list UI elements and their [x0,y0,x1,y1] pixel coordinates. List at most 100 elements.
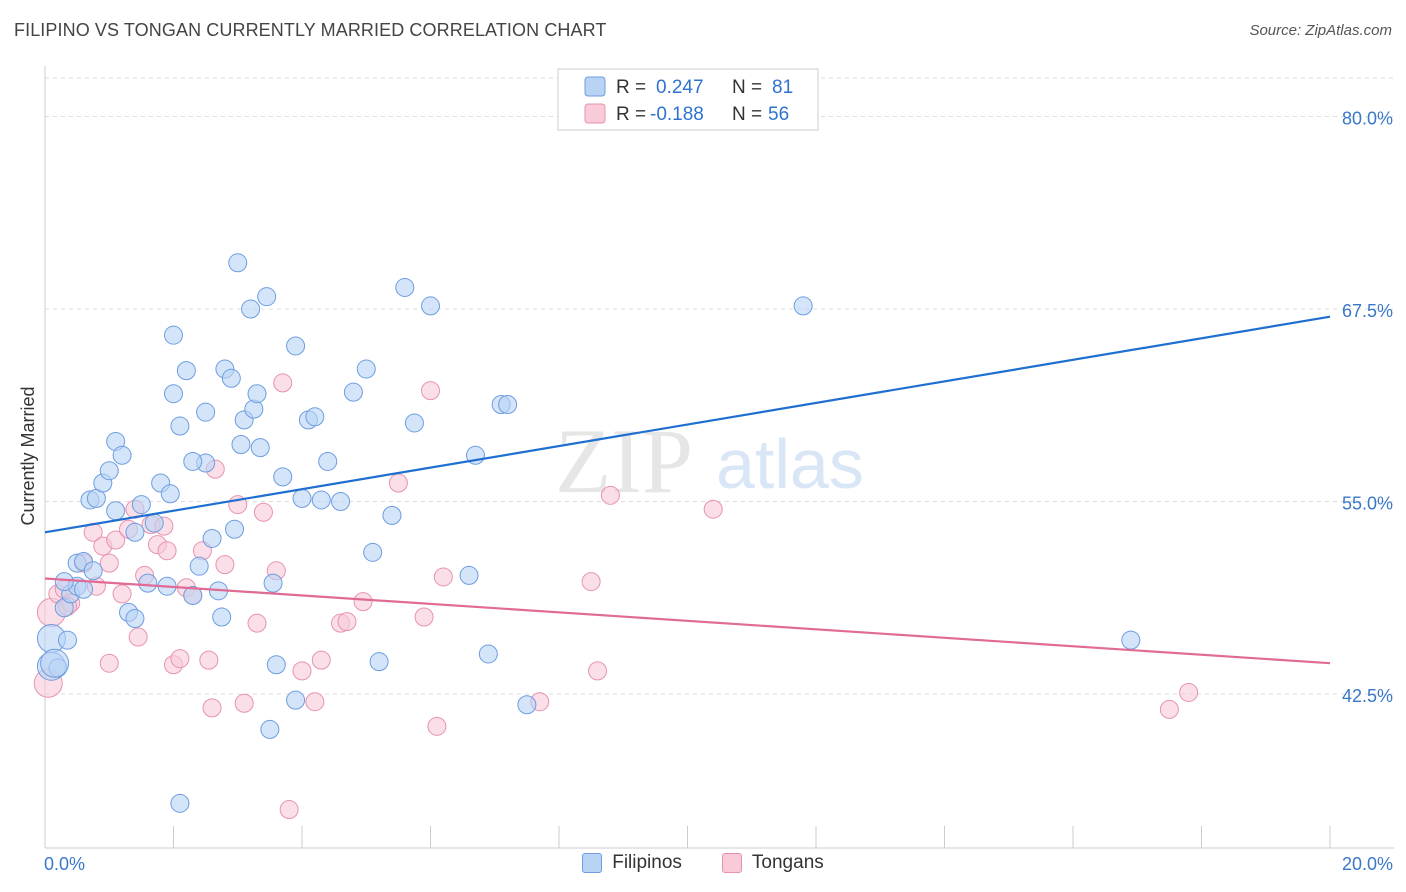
source-label: Source: ZipAtlas.com [1249,22,1392,39]
tongans-point [234,693,254,713]
legend-r-value-2: -0.188 [650,104,704,125]
bottom-legend: Filipinos Tongans [0,852,1406,874]
filipinos-point [183,585,203,605]
filipinos-point [273,467,293,487]
y-tick-label: 55.0% [1342,494,1393,514]
watermark-atlas: atlas [716,425,864,503]
tongans-point [421,381,440,401]
filipinos-point [54,572,74,592]
filipinos-point [286,690,306,710]
filipinos-point [160,484,180,504]
tongans-point [311,650,331,670]
filipinos-trend-line [44,315,1331,534]
legend-n-label-2: N = [732,104,762,125]
tongans-label: Tongans [751,852,824,873]
tongans-point [202,698,222,718]
tongans-point [1179,682,1199,702]
filipinos-point [40,648,70,678]
filipinos-point [112,445,132,465]
y-tick-label: 42.5% [1342,686,1393,706]
tongans-point [1159,699,1179,719]
tongans-point [112,584,132,604]
filipinos-point [164,325,183,345]
filipinos-point [241,299,261,319]
tongans-point [600,485,620,505]
y-tick-label: 80.0% [1342,109,1393,129]
tongans-point [215,555,235,575]
filipinos-point [404,413,424,433]
filipinos-swatch [582,853,603,873]
filipinos-points [36,253,1141,813]
filipinos-point [57,630,77,650]
filipinos-point [138,573,158,593]
tongans-point [273,373,293,393]
legend-swatch-filipinos [584,76,606,97]
tongans-point [170,649,190,669]
tongans-point [414,607,434,627]
filipinos-point [318,451,338,471]
filipinos-point [478,644,498,664]
tongans-point [292,661,312,681]
filipinos-point [263,573,283,593]
filipinos-point [343,382,363,402]
legend-n-value-1: 81 [772,77,793,98]
tongans-trend-line [44,577,1331,665]
filipinos-point [106,501,126,521]
y-tick-label: 67.5% [1342,301,1393,321]
tongans-point [588,661,608,681]
filipinos-point [231,435,251,455]
tongans-point [305,692,325,712]
gridlines [45,77,1394,695]
legend-n-value-2: 56 [768,104,789,125]
filipinos-point [176,361,196,381]
axes: 80.0% 67.5% 55.0% 42.5% 0.0% 20.0% [44,66,1394,874]
tongans-point [581,572,601,592]
filipinos-point [356,359,376,379]
filipinos-point [131,495,151,515]
filipinos-point [212,607,232,627]
legend-box: R = 0.247 N = 81 R = -0.188 N = 56 [557,68,819,131]
filipinos-point [286,336,306,356]
tongans-point [247,613,267,633]
tongans-swatch [721,853,742,873]
legend-r-label-1: R = [616,77,646,98]
filipinos-point [196,402,216,422]
tongans-point [388,473,408,493]
legend-swatch-tongans [584,103,606,124]
filipinos-point [260,719,280,739]
filipinos-point [83,561,103,581]
x-tick-label: 20.0% [1342,854,1393,874]
y-axis-label: Currently Married [18,386,38,525]
filipinos-point [459,565,479,585]
legend-item-tongans: Tongans [721,852,824,874]
watermark-zip: ZIP [555,410,693,512]
tongans-point [427,716,447,736]
filipinos-point [331,492,351,511]
tongans-point [128,627,148,647]
legend-item-filipinos: Filipinos [582,852,682,874]
filipinos-point [257,287,277,307]
filipinos-point [189,556,209,576]
filipinos-point [99,461,119,481]
x-tick-label: 0.0% [44,854,85,874]
filipinos-point [421,296,440,316]
filipinos-point [266,655,286,675]
filipinos-point [170,793,190,813]
filipinos-point [793,296,813,316]
filipinos-point [369,652,389,672]
filipinos-point [164,384,183,404]
filipinos-point [363,542,383,562]
filipinos-point [221,368,241,388]
filipinos-point [305,407,325,427]
filipinos-point [311,490,331,510]
filipinos-point [498,394,518,414]
tongans-point [199,650,219,670]
tongans-point [279,800,299,819]
filipinos-label: Filipinos [612,852,682,873]
filipinos-point [202,528,222,548]
chart-title: FILIPINO VS TONGAN CURRENTLY MARRIED COR… [14,20,607,40]
filipinos-point [170,416,190,436]
tongans-point [703,499,723,519]
filipinos-point [228,253,248,273]
